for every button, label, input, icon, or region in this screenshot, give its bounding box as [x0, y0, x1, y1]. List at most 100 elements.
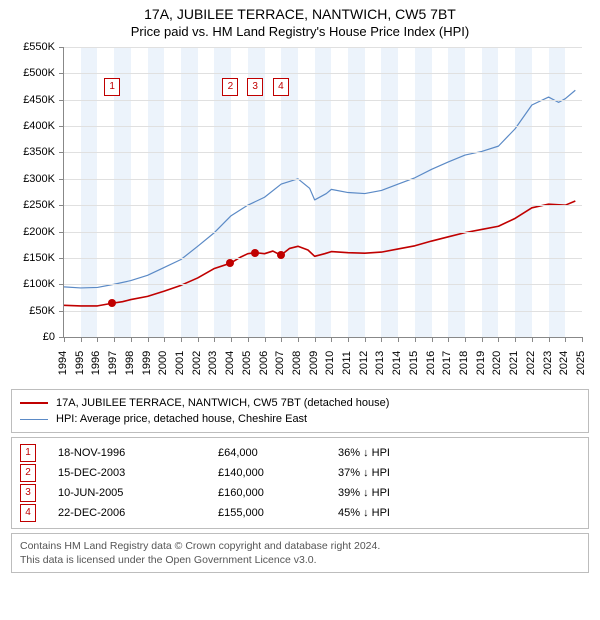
sale-marker-box: 3	[247, 78, 263, 96]
x-tick	[482, 337, 483, 342]
y-tick	[59, 284, 64, 285]
y-axis-label: £50K	[0, 305, 55, 317]
y-tick	[59, 100, 64, 101]
x-tick	[298, 337, 299, 342]
x-axis-label: 1997	[107, 351, 119, 375]
x-axis-label: 2004	[224, 351, 236, 375]
x-axis-label: 1998	[124, 351, 136, 375]
legend-swatch	[20, 419, 48, 420]
x-axis-label: 2012	[358, 351, 370, 375]
chart-title: 17A, JUBILEE TERRACE, NANTWICH, CW5 7BT	[0, 6, 600, 22]
x-axis-label: 2010	[324, 351, 336, 375]
legend-swatch	[20, 402, 48, 404]
x-axis-label: 1999	[141, 351, 153, 375]
sales-row-diff: 39% ↓ HPI	[338, 487, 580, 499]
x-axis-label: 2002	[191, 351, 203, 375]
sales-row-date: 18-NOV-1996	[58, 447, 218, 459]
x-tick	[64, 337, 65, 342]
x-tick	[164, 337, 165, 342]
y-gridline	[64, 100, 582, 101]
sales-row-diff: 37% ↓ HPI	[338, 467, 580, 479]
x-tick	[498, 337, 499, 342]
x-axis-label: 2018	[458, 351, 470, 375]
sales-row-price: £64,000	[218, 447, 338, 459]
x-axis-label: 2007	[274, 351, 286, 375]
x-tick	[248, 337, 249, 342]
x-axis-label: 2014	[391, 351, 403, 375]
x-tick	[398, 337, 399, 342]
sales-row-date: 15-DEC-2003	[58, 467, 218, 479]
sales-row: 422-DEC-2006£155,00045% ↓ HPI	[20, 503, 580, 523]
x-axis-label: 1996	[90, 351, 102, 375]
series-property	[64, 201, 575, 306]
footer-box: Contains HM Land Registry data © Crown c…	[11, 533, 589, 573]
chart-area: 1234 19941995199619971998199920002001200…	[5, 43, 595, 383]
sale-marker-dot	[108, 299, 116, 307]
sales-row: 215-DEC-2003£140,00037% ↓ HPI	[20, 463, 580, 483]
y-gridline	[64, 284, 582, 285]
sale-marker-dot	[277, 251, 285, 259]
chart-header: 17A, JUBILEE TERRACE, NANTWICH, CW5 7BT …	[0, 0, 600, 43]
y-tick	[59, 205, 64, 206]
x-tick	[97, 337, 98, 342]
x-axis-label: 2020	[491, 351, 503, 375]
x-tick	[348, 337, 349, 342]
sales-row-price: £160,000	[218, 487, 338, 499]
sale-marker-box: 2	[222, 78, 238, 96]
y-axis-label: £400K	[0, 120, 55, 132]
sales-row: 118-NOV-1996£64,00036% ↓ HPI	[20, 443, 580, 463]
x-tick	[549, 337, 550, 342]
y-tick	[59, 47, 64, 48]
x-axis-label: 2006	[258, 351, 270, 375]
x-tick	[114, 337, 115, 342]
x-axis-label: 2025	[575, 351, 587, 375]
y-tick	[59, 73, 64, 74]
y-gridline	[64, 179, 582, 180]
legend-label: 17A, JUBILEE TERRACE, NANTWICH, CW5 7BT …	[56, 397, 389, 409]
x-axis-label: 2013	[374, 351, 386, 375]
plot-region: 1 234	[63, 47, 582, 338]
y-gridline	[64, 47, 582, 48]
sale-marker-dot	[251, 249, 259, 257]
x-tick	[198, 337, 199, 342]
x-tick	[465, 337, 466, 342]
sales-row-marker: 3	[20, 484, 36, 502]
y-axis-label: £300K	[0, 173, 55, 185]
x-tick	[281, 337, 282, 342]
x-tick	[331, 337, 332, 342]
y-gridline	[64, 258, 582, 259]
x-tick	[81, 337, 82, 342]
x-tick	[532, 337, 533, 342]
x-tick	[582, 337, 583, 342]
y-axis-label: £500K	[0, 67, 55, 79]
x-axis-label: 2022	[525, 351, 537, 375]
y-axis-label: £350K	[0, 146, 55, 158]
x-tick	[448, 337, 449, 342]
x-tick	[131, 337, 132, 342]
x-tick	[365, 337, 366, 342]
sale-marker-box: 4	[273, 78, 289, 96]
y-axis-label: £0	[0, 331, 55, 343]
y-tick	[59, 152, 64, 153]
x-axis-label: 2019	[475, 351, 487, 375]
x-axis-label: 1994	[57, 351, 69, 375]
x-axis-label: 2015	[408, 351, 420, 375]
x-axis-label: 2003	[207, 351, 219, 375]
sales-row-diff: 45% ↓ HPI	[338, 507, 580, 519]
sale-marker-box: 1	[104, 78, 120, 96]
sales-row-price: £155,000	[218, 507, 338, 519]
x-tick	[181, 337, 182, 342]
x-tick	[265, 337, 266, 342]
x-tick	[148, 337, 149, 342]
y-gridline	[64, 126, 582, 127]
y-tick	[59, 311, 64, 312]
x-axis-label: 2016	[425, 351, 437, 375]
x-tick	[231, 337, 232, 342]
x-axis-label: 2023	[542, 351, 554, 375]
x-tick	[515, 337, 516, 342]
y-tick	[59, 126, 64, 127]
x-tick	[214, 337, 215, 342]
sales-row-price: £140,000	[218, 467, 338, 479]
y-axis-label: £550K	[0, 41, 55, 53]
x-axis-label: 2024	[558, 351, 570, 375]
